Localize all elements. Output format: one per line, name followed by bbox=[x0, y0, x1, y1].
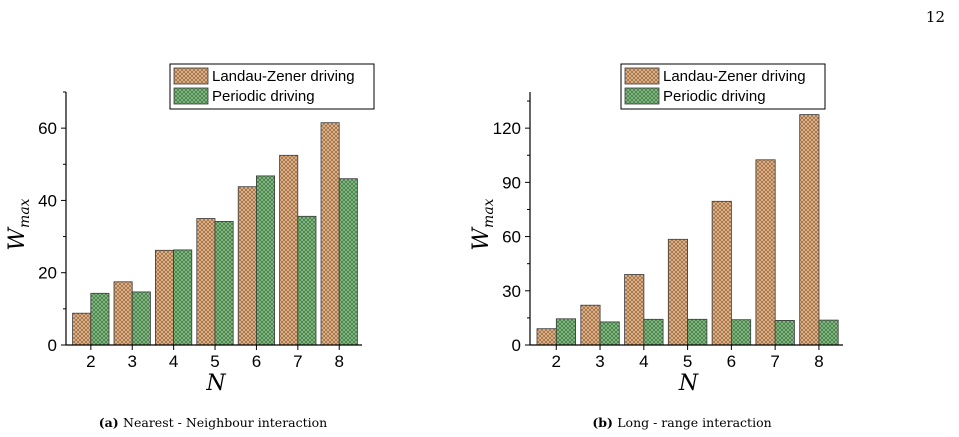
y-axis-label-subscript: max bbox=[481, 198, 497, 228]
legend: Landau-Zener driving Periodic driving bbox=[169, 63, 375, 110]
x-tick-label: 3 bbox=[128, 352, 137, 371]
legend-label: Landau-Zener driving bbox=[663, 68, 806, 85]
figure-caption: (a) Nearest - Neighbour interaction bbox=[99, 415, 327, 430]
x-tick-label: 4 bbox=[639, 352, 648, 371]
bar-periodic-N3 bbox=[131, 291, 151, 346]
y-tick-label: 40 bbox=[38, 191, 57, 210]
caption-text: Nearest - Neighbour interaction bbox=[123, 415, 327, 430]
legend-label: Periodic driving bbox=[212, 88, 315, 105]
x-tick-label: 5 bbox=[683, 352, 692, 371]
x-tick-label: 8 bbox=[814, 352, 823, 371]
bar-landau-zener-N6 bbox=[237, 186, 257, 346]
legend-swatch bbox=[624, 67, 660, 85]
bar-landau-zener-N4 bbox=[624, 274, 645, 346]
legend-label: Periodic driving bbox=[663, 88, 766, 105]
bar-landau-zener-N5 bbox=[667, 238, 688, 346]
bar-landau-zener-N3 bbox=[580, 304, 601, 346]
y-axis-label-main: W bbox=[5, 226, 30, 251]
bar-periodic-N5 bbox=[687, 318, 708, 346]
y-tick-label: 90 bbox=[502, 173, 521, 192]
y-tick-label: 0 bbox=[512, 336, 521, 355]
bar-periodic-N4 bbox=[643, 318, 664, 346]
bar-landau-zener-N2 bbox=[536, 328, 557, 346]
bar-landau-zener-N2 bbox=[72, 312, 92, 346]
bar-periodic-N7 bbox=[297, 215, 317, 346]
page-number: 12 bbox=[925, 8, 945, 26]
y-tick-label: 120 bbox=[493, 119, 521, 138]
caption-text: Long - range interaction bbox=[617, 415, 771, 430]
bar-landau-zener-N8 bbox=[320, 122, 340, 346]
bar-periodic-N7 bbox=[774, 319, 795, 346]
x-tick-label: 4 bbox=[169, 352, 178, 371]
legend-swatch bbox=[173, 87, 209, 105]
bar-periodic-N5 bbox=[214, 220, 234, 346]
bar-periodic-N2 bbox=[555, 318, 576, 346]
bar-periodic-N2 bbox=[90, 292, 110, 346]
y-tick-label: 60 bbox=[502, 228, 521, 247]
bar-landau-zener-N5 bbox=[196, 218, 216, 346]
x-tick-label: 6 bbox=[727, 352, 736, 371]
chart-panel-long-range: 2 3 4 5 6 7 8 0 30 60 90 120 N Wmax Landau-Zener drivi… bbox=[469, 63, 843, 430]
y-tick-label: 0 bbox=[48, 336, 57, 355]
bar-landau-zener-N8 bbox=[799, 114, 820, 346]
x-axis-label: N bbox=[205, 371, 226, 396]
x-tick-label: 6 bbox=[252, 352, 261, 371]
x-tick-label: 7 bbox=[770, 352, 779, 371]
y-axis-label: Wmax bbox=[5, 198, 33, 250]
x-tick-label: 3 bbox=[595, 352, 604, 371]
bar-periodic-N6 bbox=[731, 319, 752, 346]
bar-periodic-N3 bbox=[599, 321, 620, 346]
bar-landau-zener-N7 bbox=[755, 159, 776, 346]
bar-landau-zener-N6 bbox=[711, 200, 732, 346]
legend-label: Landau-Zener driving bbox=[212, 68, 355, 85]
x-tick-label: 8 bbox=[334, 352, 343, 371]
x-tick-label: 7 bbox=[293, 352, 302, 371]
y-axis-label: Wmax bbox=[469, 198, 497, 250]
caption-label: (a) bbox=[99, 415, 123, 430]
x-tick-label: 2 bbox=[552, 352, 561, 371]
y-axis-label-subscript: max bbox=[17, 198, 33, 228]
y-tick-label: 30 bbox=[502, 282, 521, 301]
caption-label: (b) bbox=[592, 415, 617, 430]
y-tick-label: 20 bbox=[38, 264, 57, 283]
legend: Landau-Zener driving Periodic driving bbox=[620, 63, 826, 110]
x-tick-label: 5 bbox=[210, 352, 219, 371]
x-tick-label: 2 bbox=[86, 352, 95, 371]
chart-panel-nearest-neighbour: 2 3 4 5 6 7 8 0 20 40 60 N Wmax Landau-Zener driving P… bbox=[5, 63, 375, 430]
bar-periodic-N8 bbox=[338, 178, 358, 346]
legend-swatch bbox=[173, 67, 209, 85]
bar-periodic-N8 bbox=[818, 319, 839, 346]
bar-periodic-N6 bbox=[255, 175, 275, 346]
legend-swatch bbox=[624, 87, 660, 105]
bar-landau-zener-N3 bbox=[113, 281, 133, 346]
y-tick-label: 60 bbox=[38, 119, 57, 138]
bar-landau-zener-N7 bbox=[279, 154, 299, 346]
figure-caption: (b) Long - range interaction bbox=[592, 415, 771, 430]
bar-landau-zener-N4 bbox=[154, 249, 174, 346]
x-axis-label: N bbox=[678, 371, 699, 396]
y-axis-label-main: W bbox=[469, 226, 494, 251]
bar-periodic-N4 bbox=[173, 249, 193, 346]
